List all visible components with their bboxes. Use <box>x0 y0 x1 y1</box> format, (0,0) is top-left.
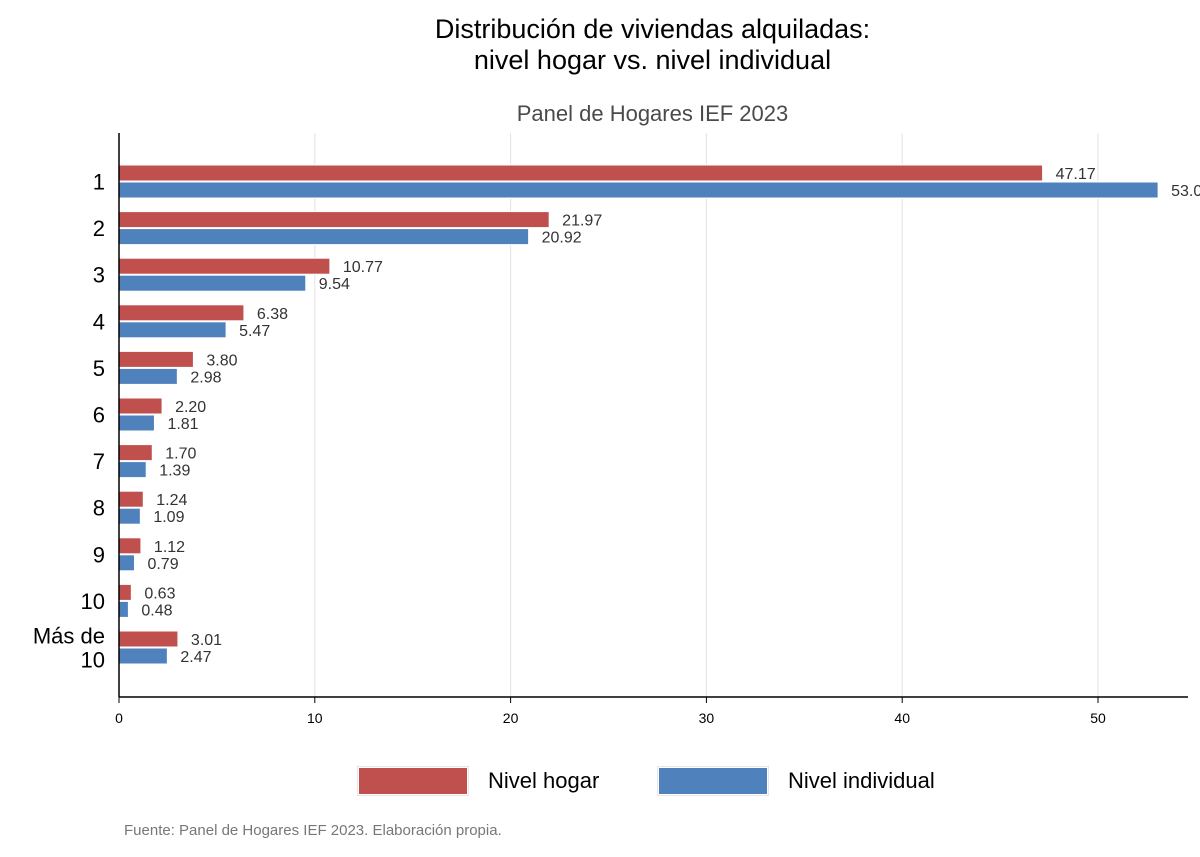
bar-nivel-individual-5 <box>118 367 178 385</box>
bar-nivel-hogar-3 <box>118 257 331 275</box>
chart-subtitle: Panel de Hogares IEF 2023 <box>516 101 789 126</box>
bar-nivel-hogar-8 <box>118 490 144 508</box>
category-label-4: 4 <box>93 309 105 334</box>
legend-swatch-nivel-hogar <box>357 766 469 796</box>
data-label-nivel-individual-2: 20.92 <box>542 230 582 247</box>
category-label-1: 1 <box>93 170 105 195</box>
x-tick-label-0: 0 <box>115 710 123 726</box>
chart-title: Distribución de viviendas alquiladas: ni… <box>0 14 1200 76</box>
legend: Nivel hogar Nivel individual <box>0 766 1200 796</box>
chart-title-line-2: nivel hogar vs. nivel individual <box>473 45 832 75</box>
data-label-nivel-hogar-8: 1.24 <box>156 492 187 509</box>
bar-nivel-individual-6 <box>118 414 155 432</box>
bar-nivel-individual-7 <box>118 461 147 479</box>
data-label-nivel-individual-5: 2.98 <box>190 369 221 386</box>
legend-label-nivel-hogar: Nivel hogar <box>488 768 600 793</box>
bar-nivel-hogar-7 <box>118 444 153 462</box>
category-label-7: 7 <box>93 449 105 474</box>
category-label-11-line-1: Más de <box>33 624 105 649</box>
bar-nivel-individual-2 <box>118 228 530 246</box>
data-label-nivel-individual-1: 53.07 <box>1171 183 1200 200</box>
data-label-nivel-hogar-11: 3.01 <box>191 632 222 649</box>
x-tick-label-30: 30 <box>699 710 715 726</box>
bar-nivel-individual-11 <box>118 647 168 665</box>
bar-nivel-hogar-5 <box>118 350 194 368</box>
category-label-11-line-2: 10 <box>81 648 105 673</box>
bar-nivel-individual-1 <box>118 181 1159 199</box>
bar-nivel-individual-3 <box>118 274 307 292</box>
bar-nivel-individual-10 <box>118 600 129 618</box>
bar-nivel-hogar-9 <box>118 537 142 555</box>
data-label-nivel-individual-9: 0.79 <box>147 556 178 573</box>
bar-nivel-hogar-2 <box>118 211 550 229</box>
category-label-6: 6 <box>93 403 105 428</box>
data-label-nivel-hogar-10: 0.63 <box>144 585 175 602</box>
bar-nivel-individual-8 <box>118 507 141 525</box>
category-label-9: 9 <box>93 542 105 567</box>
data-label-nivel-hogar-5: 3.80 <box>206 352 237 369</box>
data-label-nivel-individual-10: 0.48 <box>141 602 172 619</box>
category-label-10: 10 <box>81 589 105 614</box>
data-label-nivel-hogar-2: 21.97 <box>562 213 602 230</box>
data-label-nivel-hogar-4: 6.38 <box>257 306 288 323</box>
category-label-2: 2 <box>93 216 105 241</box>
data-label-nivel-individual-4: 5.47 <box>239 323 270 340</box>
x-tick-label-40: 40 <box>894 710 910 726</box>
x-tick-label-10: 10 <box>307 710 323 726</box>
bar-nivel-hogar-6 <box>118 397 163 415</box>
data-label-nivel-hogar-1: 47.17 <box>1056 166 1096 183</box>
legend-item-nivel-hogar: Nivel hogar <box>357 766 600 796</box>
legend-label-nivel-individual: Nivel individual <box>788 768 935 793</box>
data-label-nivel-hogar-6: 2.20 <box>175 399 206 416</box>
x-tick-label-20: 20 <box>503 710 519 726</box>
category-label-3: 3 <box>93 263 105 288</box>
legend-swatch-nivel-individual <box>657 766 769 796</box>
legend-item-nivel-individual: Nivel individual <box>657 766 935 796</box>
bar-nivel-hogar-11 <box>118 630 179 648</box>
data-label-nivel-individual-8: 1.09 <box>153 509 184 526</box>
bar-nivel-hogar-4 <box>118 304 245 322</box>
data-label-nivel-hogar-9: 1.12 <box>154 539 185 556</box>
data-label-nivel-individual-6: 1.81 <box>167 416 198 433</box>
bar-nivel-hogar-10 <box>118 583 132 601</box>
data-label-nivel-hogar-3: 10.77 <box>343 259 383 276</box>
chart-title-line-1: Distribución de viviendas alquiladas: <box>434 14 871 44</box>
data-label-nivel-individual-3: 9.54 <box>319 276 350 293</box>
data-label-nivel-individual-7: 1.39 <box>159 463 190 480</box>
data-label-nivel-hogar-7: 1.70 <box>165 446 196 463</box>
category-label-8: 8 <box>93 496 105 521</box>
bar-nivel-individual-9 <box>118 554 135 572</box>
bar-nivel-individual-4 <box>118 321 227 339</box>
x-tick-label-50: 50 <box>1090 710 1106 726</box>
category-label-5: 5 <box>93 356 105 381</box>
data-label-nivel-individual-11: 2.47 <box>180 649 211 666</box>
bar-nivel-hogar-1 <box>118 164 1044 182</box>
source-note: Fuente: Panel de Hogares IEF 2023. Elabo… <box>124 822 502 839</box>
